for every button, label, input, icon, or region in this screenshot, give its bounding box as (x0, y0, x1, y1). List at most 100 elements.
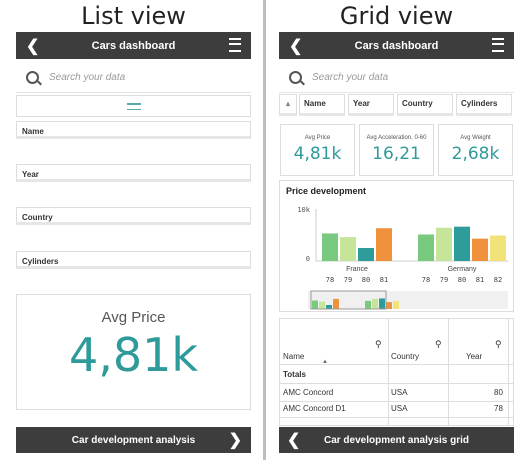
back-icon[interactable]: ❮ (287, 432, 301, 449)
table-col-divider (388, 319, 389, 425)
totals-label: Totals (283, 370, 306, 379)
menu-icon[interactable] (229, 38, 241, 52)
grid-kpi-avg-weight[interactable]: Avg Weight 2,68k (438, 124, 513, 176)
sort-icon[interactable]: ▲ (322, 359, 328, 365)
mini-chart-bar (372, 298, 378, 309)
grid-kpi-avg-acceleration[interactable]: Avg Acceleration, 0-60 16,21 (359, 124, 434, 176)
mini-chart-bar (393, 301, 399, 309)
search-icon[interactable]: ⚲ (435, 339, 442, 349)
y-tick-label: 10k (297, 206, 310, 214)
chart-svg: 10k 0 78 79 80 81 France 78 79 80 81 82 Germany (297, 206, 508, 310)
mini-chart-bar (312, 300, 318, 309)
mini-chart-bar (326, 305, 332, 309)
grid-search[interactable]: Search your data (279, 62, 514, 93)
cell-year: 78 (494, 404, 503, 413)
list-search[interactable]: Search your data (16, 62, 251, 93)
column-header-year[interactable]: Year (466, 352, 483, 361)
table-divider (280, 383, 513, 384)
cell-year: 80 (494, 388, 503, 397)
chart-title: Price development (286, 186, 367, 196)
x-tick-label: 81 (476, 276, 484, 284)
list-bottombar[interactable]: Car development analysis ❯ (16, 427, 251, 453)
price-development-chart[interactable]: Price development 10k 0 78 79 80 81 France 78 79… (279, 180, 514, 312)
search-icon[interactable]: ⚲ (375, 339, 382, 349)
grid-filter-year[interactable]: Year (348, 94, 394, 116)
search-placeholder: Search your data (49, 71, 126, 83)
grid-filter-country[interactable]: Country (397, 94, 453, 116)
cell-country: USA (391, 404, 408, 413)
chart-bar (436, 227, 452, 261)
kpi-value: 2,68k (451, 144, 500, 164)
mini-chart-bar (386, 302, 392, 309)
kpi-label: Avg Acceleration, 0-60 (366, 135, 427, 141)
grid-bottombar[interactable]: ❮ Car development analysis grid (279, 427, 514, 453)
kpi-value: 4,81k (293, 144, 342, 164)
cell-name: AMC Concord D1 (283, 404, 346, 413)
x-tick-label: 79 (440, 276, 448, 284)
mini-chart-bar (379, 298, 385, 309)
chart-bar (322, 233, 338, 261)
filter-label: Cylinders (461, 99, 498, 108)
grid-kpi-avg-price[interactable]: Avg Price 4,81k (280, 124, 355, 176)
x-tick-label: 82 (494, 276, 502, 284)
mini-chart-bar (365, 300, 371, 309)
caret-up-icon: ▴ (285, 99, 290, 108)
kpi-label: Avg Weight (460, 135, 491, 141)
group-label: Germany (448, 266, 477, 273)
list-filter-country[interactable]: Country (16, 207, 251, 225)
back-icon[interactable]: ❮ (289, 38, 303, 55)
column-header-name[interactable]: Name (283, 352, 305, 361)
grid-data-table[interactable]: ⚲ ⚲ ⚲ Name ▲ Country Year Totals AMC Con… (279, 318, 514, 426)
chart-bar (358, 248, 374, 261)
chart-bar (472, 238, 488, 261)
search-icon (289, 70, 302, 84)
chart-bar (454, 226, 470, 261)
grid-filter-name[interactable]: Name (299, 94, 345, 116)
list-kpi-avg-price[interactable]: Avg Price 4,81k (16, 294, 251, 410)
x-tick-label: 80 (362, 276, 370, 284)
list-filter-cylinders[interactable]: Cylinders (16, 251, 251, 269)
table-divider (280, 364, 513, 365)
x-tick-label: 78 (422, 276, 430, 284)
filter-label: Cylinders (22, 257, 59, 266)
chart-bar (340, 237, 356, 261)
grid-view-title: Grid view (339, 2, 454, 30)
table-divider (280, 417, 513, 418)
group-label: France (346, 266, 368, 273)
filter-label: Year (353, 99, 370, 108)
filter-label: Name (22, 127, 44, 136)
table-col-divider (448, 319, 449, 425)
view-divider (263, 0, 266, 460)
kpi-value: 4,81k (68, 328, 199, 382)
mini-chart-bar (333, 298, 339, 309)
list-filter-loading (16, 95, 251, 117)
grid-topbar: ❮ Cars dashboard (279, 32, 514, 59)
grid-filter-collapse[interactable]: ▴ (279, 94, 297, 116)
cell-name: AMC Concord (283, 388, 334, 397)
kpi-label: Avg Price (304, 135, 331, 141)
filter-label: Name (304, 99, 326, 108)
list-topbar: ❮ Cars dashboard (16, 32, 251, 59)
list-filter-name[interactable]: Name (16, 121, 251, 139)
x-tick-label: 81 (380, 276, 388, 284)
search-icon[interactable]: ⚲ (495, 339, 502, 349)
list-footer-title: Car development analysis (71, 434, 196, 446)
menu-icon[interactable] (492, 38, 504, 52)
filter-label: Country (22, 213, 53, 222)
kpi-value: 16,21 (372, 144, 421, 164)
x-tick-label: 80 (458, 276, 466, 284)
back-icon[interactable]: ❮ (26, 38, 40, 55)
forward-icon[interactable]: ❯ (228, 432, 242, 449)
column-header-country[interactable]: Country (391, 352, 420, 361)
grid-header-title: Cars dashboard (354, 39, 439, 52)
x-tick-label: 79 (344, 276, 352, 284)
search-placeholder: Search your data (312, 71, 389, 83)
loading-icon (126, 103, 141, 110)
chart-bar (490, 235, 506, 261)
list-filter-year[interactable]: Year (16, 164, 251, 182)
table-divider (280, 401, 513, 402)
grid-filter-cylinders[interactable]: Cylinders (456, 94, 512, 116)
cell-country: USA (391, 388, 408, 397)
grid-footer-title: Car development analysis grid (323, 434, 470, 446)
mini-chart-bar (319, 301, 325, 309)
